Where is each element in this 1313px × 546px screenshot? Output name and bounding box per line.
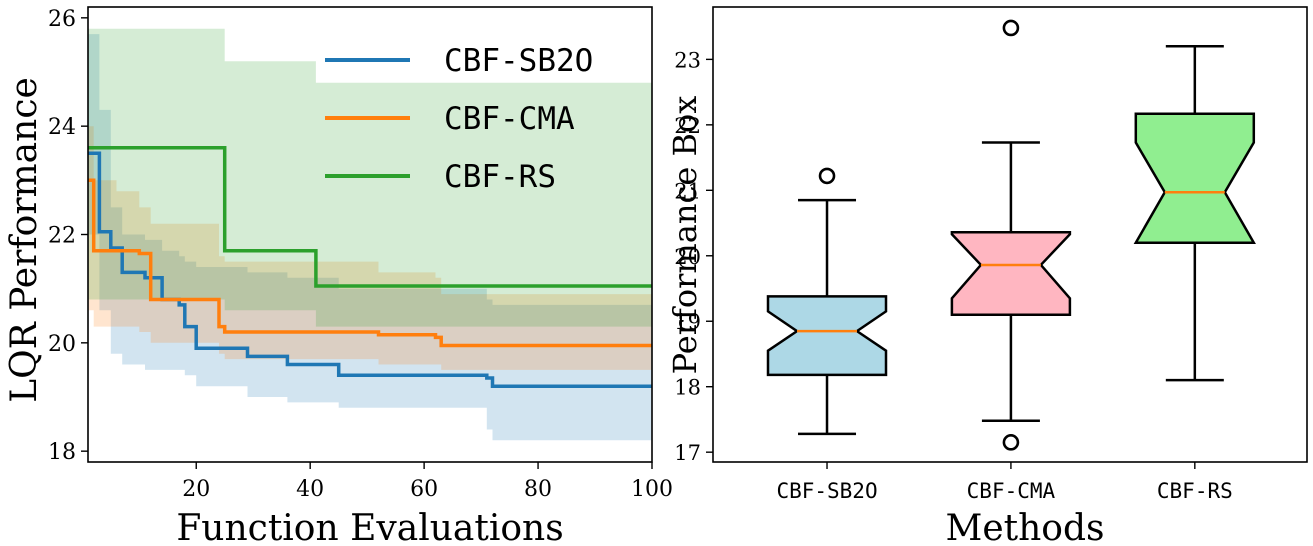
- line-chart-x-label: Function Evaluations: [176, 508, 563, 546]
- y-tick-label: 26: [48, 7, 76, 32]
- y-axis-ticks: 18 20 22 24 26: [48, 7, 88, 465]
- box-chart-y-label: Performance Box: [666, 96, 704, 375]
- outlier-cbf-cma: [1002, 434, 1020, 451]
- box-y-tick-label: 18: [674, 376, 701, 400]
- box-y-tick-label: 17: [674, 441, 701, 465]
- band-cbf-cma: [88, 126, 652, 387]
- line-chart-panel: 20 40 60 80 100 18 20 22 24 26 Function Evaluati…: [4, 6, 673, 546]
- box-chart-frame: [712, 6, 1308, 463]
- line-chart-y-label: LQR Performance: [4, 77, 45, 403]
- legend-label-cbf-rs: CBF-RS: [444, 159, 556, 195]
- box-cbf-sb2o: [766, 295, 888, 377]
- series-lines: [88, 146, 652, 388]
- x-tick-label: 60: [410, 477, 438, 502]
- box-x-axis-ticks: CBF-SB2O CBF-CMA CBF-RS: [776, 462, 1233, 503]
- y-tick-label: 24: [48, 115, 76, 140]
- y-tick-label: 20: [48, 332, 76, 357]
- box-cbf-rs: [1133, 112, 1256, 244]
- box-chart-panel: CBF-SB2O CBF-CMA CBF-RS 17 18 19 20 21 22 23 Met…: [666, 6, 1308, 546]
- legend: CBF-SB2O CBF-CMA CBF-RS: [325, 43, 593, 195]
- outlier-cbf-sb2o: [818, 167, 836, 185]
- x-tick-label: 40: [296, 477, 324, 502]
- box-cbf-cma: [950, 230, 1072, 316]
- x-tick-label: 80: [524, 477, 552, 502]
- series-line-cbf-cma: [88, 178, 652, 348]
- confidence-bands: [88, 28, 652, 441]
- x-tick-label: 20: [182, 477, 210, 502]
- box-x-tick-label: CBF-SB2O: [776, 479, 877, 503]
- band-cbf-rs: [88, 28, 652, 343]
- series-line-cbf-rs: [88, 146, 652, 288]
- box-y-tick-label: 20: [674, 245, 701, 269]
- y-tick-label: 22: [48, 224, 76, 249]
- box-y-tick-label: 19: [674, 310, 701, 334]
- x-axis-ticks: 20 40 60 80 100: [182, 462, 673, 502]
- legend-label-cbf-cma: CBF-CMA: [444, 101, 575, 137]
- boxes: [766, 19, 1256, 451]
- x-tick-label: 100: [631, 477, 673, 502]
- band-cbf-sb2o: [88, 34, 652, 441]
- box-y-tick-label: 22: [674, 114, 701, 138]
- outlier-cbf-cma: [1002, 19, 1020, 37]
- legend-label-cbf-sb2o: CBF-SB2O: [444, 43, 593, 79]
- series-line-cbf-sb2o: [88, 151, 652, 388]
- box-y-axis-ticks: 17 18 19 20 21 22 23: [674, 48, 713, 465]
- box-chart-x-label: Methods: [945, 508, 1104, 546]
- box-x-tick-label: CBF-RS: [1157, 479, 1233, 503]
- box-y-tick-label: 21: [674, 179, 701, 203]
- box-x-tick-label: CBF-CMA: [967, 479, 1056, 503]
- box-y-tick-label: 23: [674, 48, 701, 72]
- y-tick-label: 18: [48, 440, 76, 465]
